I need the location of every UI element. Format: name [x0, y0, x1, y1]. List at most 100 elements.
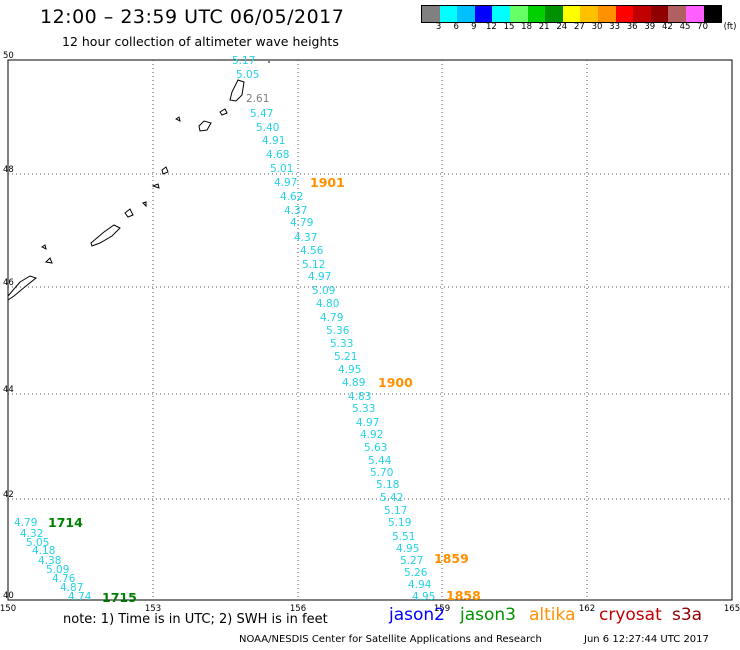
- wave-height-value: 5.40: [256, 122, 279, 134]
- wave-height-value: 4.97: [356, 417, 379, 429]
- x-tick-label: 165: [724, 604, 740, 614]
- wave-height-value: 5.17: [384, 505, 407, 517]
- wave-height-value: 5.19: [388, 517, 411, 529]
- wave-height-value: 5.05: [236, 69, 259, 81]
- coastline: [142, 201, 147, 208]
- color-scale-legend: [421, 5, 723, 23]
- legend-swatch: [580, 6, 598, 22]
- wave-height-value: 4.32: [20, 528, 43, 540]
- wave-height-value: 5.09: [312, 285, 335, 297]
- wave-height-value: 5.27: [400, 555, 423, 567]
- pass-time-label: 1858: [446, 588, 481, 603]
- wave-height-value: 5.33: [330, 338, 353, 350]
- coastline: [219, 108, 228, 116]
- legend-label: 18: [521, 22, 533, 32]
- legend-label: 45: [679, 22, 691, 32]
- legend-label: 3: [435, 22, 442, 32]
- wave-height-value: 4.37: [294, 232, 317, 244]
- map-title: 12:00 – 23:59 UTC 06/05/2017: [40, 6, 345, 28]
- legend-swatch: [527, 6, 546, 22]
- x-tick-label: 162: [579, 604, 595, 614]
- legend-swatch: [685, 6, 704, 22]
- wave-height-value: 4.76: [52, 573, 76, 585]
- x-tick-label: 150: [0, 604, 16, 614]
- x-tick-label: 159: [434, 604, 450, 614]
- legend-label: 24: [556, 22, 568, 32]
- legend-swatch: [615, 6, 634, 22]
- pass-time-label: 1715: [102, 590, 137, 605]
- y-tick-label: 42: [3, 490, 14, 500]
- coastline: [161, 166, 169, 175]
- wave-height-value: 5.01: [270, 163, 293, 175]
- legend-label: 6: [453, 22, 459, 32]
- pass-time-label: 1900: [378, 375, 413, 390]
- wave-height-value: 2.61: [246, 93, 269, 105]
- coastline: [124, 208, 134, 218]
- credit-line: NOAA/NESDIS Center for Satellite Applica…: [239, 634, 542, 645]
- coastline: [90, 224, 121, 247]
- x-tick-label: 156: [290, 604, 306, 614]
- wave-height-value: 4.62: [280, 191, 303, 203]
- y-tick-label: 46: [3, 278, 14, 288]
- satellite-altika: altika: [529, 605, 576, 625]
- legend-swatch: [597, 6, 616, 22]
- legend-swatch: [474, 6, 493, 22]
- coastline: [151, 183, 160, 189]
- wave-height-value: 4.95: [412, 591, 435, 603]
- wave-height-value: 5.70: [370, 467, 393, 479]
- x-tick-label: 153: [145, 604, 161, 614]
- legend-label: 33: [609, 22, 621, 32]
- y-tick-label: 48: [3, 165, 14, 175]
- legend-swatch: [545, 6, 563, 22]
- satellite-jason2: jason2: [389, 605, 445, 625]
- legend-label: 27: [573, 22, 585, 32]
- wave-height-value: 5.09: [46, 564, 69, 576]
- wave-height-value: 4.92: [360, 429, 383, 441]
- legend-label: (ft): [723, 22, 737, 32]
- satellite-s3a: s3a: [672, 605, 703, 625]
- coastline: [175, 116, 181, 122]
- legend-swatch: [703, 6, 722, 22]
- y-tick-label: 50: [3, 51, 14, 61]
- y-tick-label: 44: [3, 385, 14, 395]
- legend-swatch: [457, 6, 475, 22]
- legend-label: 21: [538, 22, 550, 32]
- legend-swatch: [668, 6, 686, 22]
- wave-height-value: 5.42: [380, 492, 403, 504]
- wave-height-value: 4.95: [396, 543, 419, 555]
- legend-swatch: [509, 6, 528, 22]
- coastline: [198, 120, 212, 132]
- coastline: [44, 257, 53, 264]
- wave-height-value: 4.97: [308, 271, 331, 283]
- map-frame: [7, 59, 733, 601]
- legend-label: 15: [503, 22, 515, 32]
- pass-time-label: 1714: [48, 515, 83, 530]
- legend-swatch: [422, 6, 440, 22]
- legend-label: 30: [591, 22, 603, 32]
- wave-height-value: 4.94: [408, 579, 432, 591]
- wave-height-value: 5.44: [368, 455, 392, 467]
- wave-height-value: 4.74: [68, 591, 92, 603]
- wave-height-value: 4.89: [342, 377, 365, 389]
- legend-swatch: [633, 6, 651, 22]
- satellite-jason3: jason3: [460, 605, 516, 625]
- wave-height-value: 5.63: [364, 442, 387, 454]
- legend-swatch: [650, 6, 669, 22]
- y-tick-label: 40: [3, 591, 14, 601]
- legend-label: 39: [644, 22, 656, 32]
- legend-swatch: [492, 6, 510, 22]
- wave-height-value: 4.68: [266, 149, 289, 161]
- wave-height-value: 5.51: [392, 531, 415, 543]
- generated-timestamp: Jun 6 12:27:44 UTC 2017: [584, 634, 709, 645]
- coastline: [7, 275, 38, 301]
- legend-swatch: [439, 6, 458, 22]
- wave-height-value: 5.21: [334, 351, 357, 363]
- wave-height-value: 4.38: [38, 555, 61, 567]
- wave-height-value: 4.95: [338, 364, 361, 376]
- legend-label: 42: [661, 22, 673, 32]
- legend-label: 9: [471, 22, 477, 32]
- wave-height-value: 4.80: [316, 298, 339, 310]
- wave-height-value: 4.97: [274, 177, 297, 189]
- coastline: [41, 244, 47, 250]
- wave-height-value: 4.79: [14, 517, 37, 529]
